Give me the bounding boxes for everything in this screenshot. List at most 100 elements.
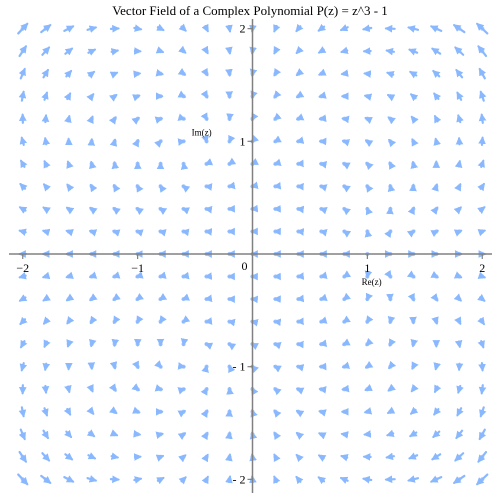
vector-arrow: [410, 160, 419, 170]
vector-arrow: [63, 475, 75, 483]
vector-arrow: [88, 271, 98, 279]
vector-arrow: [411, 361, 419, 370]
vector-arrow: [65, 293, 75, 302]
vector-arrow: [365, 315, 374, 324]
vector-arrow: [18, 272, 27, 280]
vector-arrow: [363, 93, 373, 101]
vector-arrow: [225, 46, 233, 55]
vector-arrow: [319, 184, 328, 192]
vector-arrow: [364, 139, 374, 148]
vector-arrow: [479, 90, 487, 102]
vector-arrow: [342, 315, 351, 324]
vector-arrow: [478, 67, 487, 80]
vector-arrow: [108, 383, 117, 392]
vector-arrow: [387, 183, 396, 193]
vector-arrow: [131, 383, 140, 392]
vector-arrow: [66, 316, 75, 325]
vector-arrow: [388, 138, 397, 148]
vector-arrow: [430, 206, 439, 215]
vector-arrow: [159, 184, 167, 193]
vector-arrow: [341, 162, 351, 170]
vector-arrow: [363, 407, 373, 415]
origin-tick-label: 0: [242, 259, 248, 273]
vector-arrow: [86, 70, 96, 79]
chart-title: Vector Field of a Complex Polynomial P(z…: [112, 3, 388, 18]
vector-arrow: [432, 69, 441, 79]
vector-arrow: [131, 360, 140, 370]
vector-arrow: [228, 364, 236, 374]
vector-arrow: [456, 114, 464, 124]
vector-arrow: [200, 431, 209, 441]
vector-arrow: [112, 207, 121, 215]
vector-arrow: [200, 409, 209, 418]
vector-arrow: [111, 271, 121, 279]
vector-arrow: [19, 136, 28, 146]
y-tick-label: 2: [240, 22, 246, 36]
vector-arrow: [158, 207, 168, 215]
vector-arrow: [18, 45, 28, 58]
vector-arrow: [410, 338, 419, 348]
vector-arrow: [132, 406, 141, 414]
vector-arrow: [342, 207, 351, 216]
vector-arrow: [477, 271, 487, 279]
vector-arrow: [18, 450, 28, 463]
vector-arrow: [41, 46, 51, 56]
vector-arrow: [406, 270, 416, 279]
x-tick-label: −2: [16, 261, 29, 275]
vector-arrow: [181, 207, 190, 215]
vector-arrow: [317, 23, 327, 32]
vector-arrow: [225, 24, 233, 33]
vector-arrow: [87, 48, 97, 56]
vector-arrow: [133, 429, 142, 438]
vector-arrow: [478, 384, 487, 395]
vector-arrow: [454, 182, 462, 192]
vector-arrow: [135, 315, 144, 324]
vector-arrow: [388, 161, 396, 170]
vector-arrow: [225, 453, 233, 462]
vector-arrow: [135, 207, 145, 216]
vector-arrow: [342, 184, 351, 193]
vector-arrow: [295, 136, 305, 144]
vector-arrow: [154, 360, 163, 369]
vector-arrow: [89, 160, 97, 170]
vector-arrow: [177, 432, 187, 441]
vector-arrow: [200, 112, 209, 121]
vector-arrow: [341, 139, 351, 147]
vector-arrow: [430, 293, 439, 302]
vector-arrow: [273, 24, 281, 33]
vector-arrow: [430, 270, 439, 279]
vector-arrow: [453, 271, 463, 279]
vector-arrow: [477, 206, 486, 215]
vector-arrow: [132, 94, 141, 102]
vector-arrow: [41, 429, 50, 440]
vector-arrow: [385, 47, 396, 56]
x-tick-label: −1: [131, 261, 144, 275]
vector-arrow: [477, 293, 486, 302]
vector-arrow: [177, 387, 186, 395]
vector-arrow: [65, 271, 74, 279]
vector-arrow: [42, 362, 51, 372]
vector-arrow: [42, 136, 51, 146]
vector-arrow: [406, 229, 416, 238]
vector-arrow: [131, 116, 140, 125]
vector-arrow: [135, 292, 145, 301]
vector-arrow: [411, 138, 419, 147]
vector-arrow: [478, 428, 487, 441]
vector-arrow: [384, 229, 392, 239]
vector-arrow: [63, 407, 72, 416]
vector-arrow: [88, 229, 98, 237]
vector-arrow: [342, 292, 351, 301]
vector-arrow: [295, 45, 304, 55]
vector-arrow: [433, 407, 442, 416]
vector-arrow: [65, 229, 74, 237]
vector-arrow: [177, 67, 187, 76]
vector-arrow: [86, 475, 98, 483]
vector-arrow: [273, 90, 282, 99]
vector-arrow: [295, 453, 304, 463]
vector-arrow: [408, 48, 419, 56]
vector-arrow: [64, 384, 72, 394]
vector-arrow: [407, 475, 420, 483]
vector-arrow: [178, 454, 187, 463]
vector-arrow: [295, 387, 305, 395]
vector-arrow: [19, 362, 28, 372]
